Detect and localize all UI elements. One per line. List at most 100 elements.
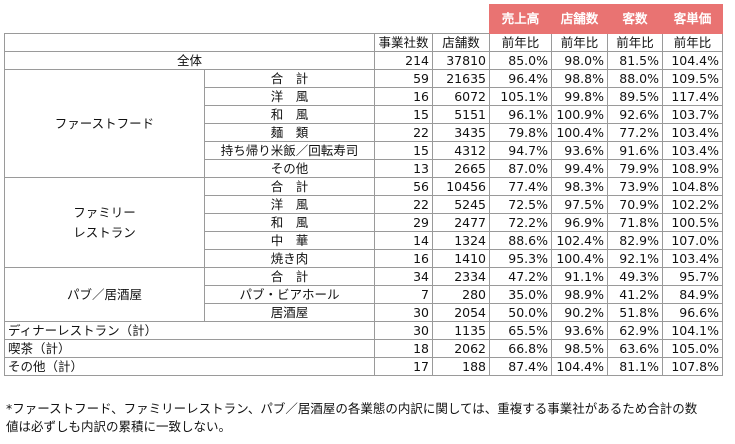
value-cell: 71.8%	[607, 213, 663, 232]
value-cell: 49.3%	[607, 267, 663, 286]
category-family-restaurant: ファミリーレストラン	[4, 177, 205, 268]
value-cell: 88.0%	[607, 69, 663, 88]
category-pub: パブ／居酒屋	[4, 267, 205, 322]
group-header-row: 売上高 店舗数 客数 客単価	[5, 4, 723, 34]
row-label: 和 風	[204, 105, 375, 124]
value-cell: 2062	[432, 339, 490, 358]
value-cell: 2665	[432, 159, 490, 178]
row-label: 居酒屋	[204, 303, 375, 322]
value-cell: 5245	[432, 195, 490, 214]
value-cell: 77.2%	[607, 123, 663, 142]
value-cell: 107.8%	[662, 357, 723, 376]
value-cell: 92.6%	[607, 105, 663, 124]
value-cell: 34	[374, 267, 433, 286]
header-blank	[5, 5, 490, 34]
row-label: 合 計	[204, 267, 375, 286]
row-label: その他	[204, 159, 375, 178]
value-cell: 100.9%	[551, 105, 608, 124]
table-row-other: ディナーレストラン（計） 30 1135 65.5% 93.6% 62.9% 104.1%	[4, 321, 723, 340]
table-row: 洋 風 22 5245 72.5% 97.5% 70.9% 102.2%	[5, 195, 723, 214]
value-cell: 35.0%	[489, 285, 552, 304]
header-customers: 客数	[607, 4, 663, 34]
value-cell: 102.2%	[662, 195, 723, 214]
value-cell: 1135	[432, 321, 490, 340]
sub-header-row: 事業社数 店舗数 前年比 前年比 前年比 前年比	[4, 33, 723, 52]
value-cell: 89.5%	[607, 87, 663, 106]
value-cell: 77.4%	[489, 177, 552, 196]
category-family-restaurant-text: レストラン	[73, 224, 136, 240]
value-cell: 103.7%	[662, 105, 723, 124]
value-cell: 104.4%	[662, 51, 723, 70]
table-row: ファーストフード 合 計 59 21635 96.4% 98.8% 88.0% 109.5%	[4, 69, 723, 178]
value-cell: 84.9%	[662, 285, 723, 304]
sub-header-yoy-stores: 前年比	[551, 33, 608, 52]
value-cell: 14	[374, 231, 433, 250]
value-cell: 93.6%	[551, 321, 608, 340]
table-row-total: 全体 214 37810 85.0% 98.0% 81.5% 104.4%	[4, 51, 723, 70]
footnote-line-1: *ファーストフード、ファミリーレストラン、パブ／居酒屋の各業態の内訳に関しては、…	[6, 401, 698, 416]
value-cell: 22	[374, 123, 433, 142]
value-cell: 188	[432, 357, 490, 376]
value-cell: 117.4%	[662, 87, 723, 106]
row-label: 麺 類	[204, 123, 375, 142]
value-cell: 280	[432, 285, 490, 304]
value-cell: 41.2%	[607, 285, 663, 304]
value-cell: 10456	[432, 177, 490, 196]
value-cell: 96.6%	[662, 303, 723, 322]
table-row: 和 風 29 2477 72.2% 96.9% 71.8% 100.5%	[5, 213, 723, 232]
value-cell: 73.9%	[607, 177, 663, 196]
row-label-other: その他（計）	[4, 357, 375, 376]
value-cell: 70.9%	[607, 195, 663, 214]
value-cell: 98.5%	[551, 339, 608, 358]
value-cell: 50.0%	[489, 303, 552, 322]
value-cell: 109.5%	[662, 69, 723, 88]
value-cell: 47.2%	[489, 267, 552, 286]
row-label-total: 全体	[4, 51, 375, 70]
value-cell: 17	[374, 357, 433, 376]
value-cell: 105.1%	[489, 87, 552, 106]
value-cell: 15	[374, 105, 433, 124]
value-cell: 98.9%	[551, 285, 608, 304]
value-cell: 62.9%	[607, 321, 663, 340]
table-row-other: その他（計） 17 188 87.4% 104.4% 81.1% 107.8%	[4, 357, 723, 376]
value-cell: 105.0%	[662, 339, 723, 358]
value-cell: 51.8%	[607, 303, 663, 322]
value-cell: 214	[374, 51, 433, 70]
value-cell: 81.1%	[607, 357, 663, 376]
value-cell: 99.4%	[551, 159, 608, 178]
value-cell: 91.6%	[607, 141, 663, 160]
value-cell: 107.0%	[662, 231, 723, 250]
table-row: 中 華 14 1324 88.6% 102.4% 82.9% 107.0%	[5, 231, 723, 250]
table-row-other: 喫茶（計） 18 2062 66.8% 98.5% 63.6% 105.0%	[4, 339, 723, 358]
row-label: 和 風	[204, 213, 375, 232]
table-row: パブ・ビアホール 7 280 35.0% 98.9% 41.2% 84.9%	[5, 285, 723, 304]
value-cell: 29	[374, 213, 433, 232]
value-cell: 13	[374, 159, 433, 178]
row-label: 合 計	[204, 177, 375, 196]
value-cell: 104.4%	[551, 357, 608, 376]
value-cell: 30	[374, 303, 433, 322]
value-cell: 98.0%	[551, 51, 608, 70]
value-cell: 3435	[432, 123, 490, 142]
footnote-line-2: 値は必ずしも内訳の累積に一致しない。	[6, 419, 232, 434]
header-unit-price: 客単価	[662, 4, 723, 34]
value-cell: 2054	[432, 303, 490, 322]
value-cell: 63.6%	[607, 339, 663, 358]
sub-header-yoy-unit-price: 前年比	[662, 33, 723, 52]
value-cell: 15	[374, 141, 433, 160]
value-cell: 103.4%	[662, 141, 723, 160]
value-cell: 1410	[432, 249, 490, 268]
row-label: 焼き肉	[204, 249, 375, 268]
value-cell: 99.8%	[551, 87, 608, 106]
value-cell: 56	[374, 177, 433, 196]
value-cell: 103.4%	[662, 249, 723, 268]
value-cell: 90.2%	[551, 303, 608, 322]
value-cell: 5151	[432, 105, 490, 124]
category-family-restaurant-text: ファミリー	[73, 204, 136, 220]
value-cell: 16	[374, 87, 433, 106]
row-label: パブ・ビアホール	[204, 285, 375, 304]
value-cell: 72.5%	[489, 195, 552, 214]
table-row: 洋 風 16 6072 105.1% 99.8% 89.5% 117.4%	[5, 87, 723, 106]
sub-header-companies: 事業社数	[374, 33, 433, 52]
value-cell: 22	[374, 195, 433, 214]
